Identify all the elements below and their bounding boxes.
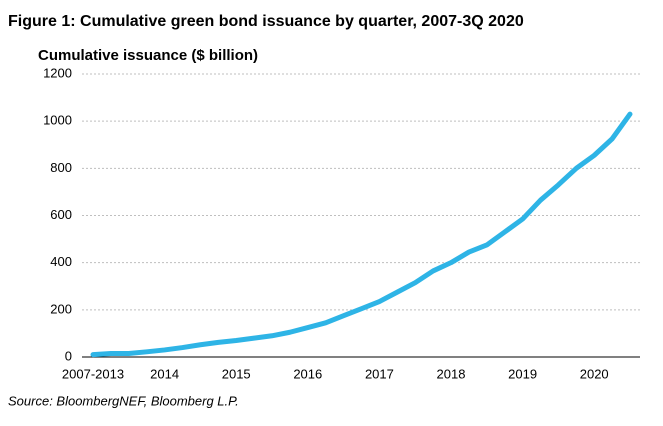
y-axis-label: Cumulative issuance ($ billion) <box>38 47 258 64</box>
y-tick-label: 200 <box>50 301 72 316</box>
y-tick-label: 1200 <box>43 65 72 80</box>
y-tick-label: 400 <box>50 254 72 269</box>
data-line <box>90 111 633 358</box>
x-tick-label: 2018 <box>437 366 466 381</box>
y-tick-label: 600 <box>50 207 72 222</box>
x-tick-label: 2019 <box>508 366 537 381</box>
x-tick-label: 2016 <box>293 366 322 381</box>
x-tick-label: 2014 <box>150 366 179 381</box>
y-tick-label: 1000 <box>43 113 72 128</box>
x-tick-label: 2020 <box>580 366 609 381</box>
y-tick-label: 800 <box>50 160 72 175</box>
y-tick-label: 0 <box>65 348 72 363</box>
source-note: Source: BloombergNEF, Bloomberg L.P. <box>8 393 239 408</box>
x-tick-label: 2015 <box>222 366 251 381</box>
x-tick-label: 2007-2013 <box>62 366 124 381</box>
chart-title: Figure 1: Cumulative green bond issuance… <box>8 13 524 30</box>
x-tick-label: 2017 <box>365 366 394 381</box>
